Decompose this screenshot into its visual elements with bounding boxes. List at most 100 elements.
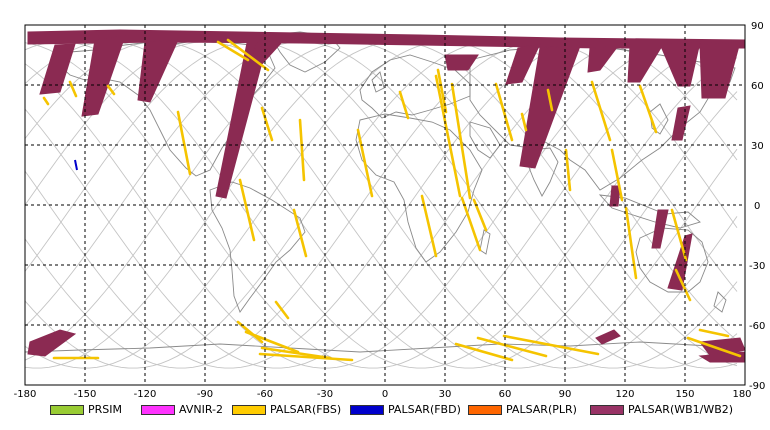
legend-label: PALSAR(FBS) (270, 403, 342, 416)
palsar-fbs-strip (106, 84, 116, 96)
palsar-fbs-strip (450, 82, 472, 200)
x-tick-label: 180 (732, 389, 751, 400)
palsar-wb-swath (609, 185, 621, 207)
x-tick-label: 30 (439, 389, 452, 400)
palsar-fbs-strip (638, 84, 658, 134)
orbit-track (24, 41, 738, 369)
palsar-fbs-strip (176, 110, 192, 176)
legend-swatch (468, 405, 502, 415)
palsar-fbs-strip (546, 88, 554, 112)
palsar-wb-swath (651, 209, 669, 249)
palsar-fbs-strip (258, 352, 354, 362)
y-tick-label: 0 (754, 201, 760, 212)
palsar-wb-swath (444, 54, 479, 71)
legend-item-palsar-plr: PALSAR(PLR) (468, 403, 577, 417)
y-tick-label: 60 (751, 81, 764, 92)
palsar-fbs-strip (238, 178, 256, 242)
legend-label: PRSIM (88, 403, 122, 416)
palsar-fbs-strip (494, 82, 514, 142)
new-zealand-coast (713, 291, 727, 313)
legend-item-palsar-wb: PALSAR(WB1/WB2) (590, 403, 733, 417)
palsar-fbs-strip (590, 80, 612, 142)
palsar-fbs-strip (292, 208, 308, 258)
palsar-fbs-strip (686, 336, 742, 358)
palsar-wb-swath (27, 329, 77, 357)
x-tick-label: 120 (615, 389, 634, 400)
asia-coast (469, 45, 736, 191)
palsar-fbs-strip (502, 334, 600, 356)
palsar-fbs-strip (244, 330, 300, 354)
southeast-asia-islands (598, 194, 701, 229)
orbit-track (24, 41, 738, 369)
orbit-track (24, 41, 738, 369)
x-tick-label: -90 (197, 389, 213, 400)
legend-label: PALSAR(PLR) (506, 403, 577, 416)
palsar-fbs-strip (476, 336, 548, 358)
palsar-fbs-strip (420, 194, 438, 258)
palsar-fbs-strip (698, 328, 730, 338)
legend-label: PALSAR(FBD) (388, 403, 461, 416)
palsar-fbs-strip (216, 40, 250, 62)
y-tick-label: -60 (749, 321, 765, 332)
palsar-wb-swath (659, 41, 701, 87)
x-tick-label: -120 (134, 389, 157, 400)
palsar-wb-swath (627, 45, 663, 83)
orbit-track (24, 41, 738, 369)
palsar-fbs-strip (434, 74, 462, 198)
palsar-wb-swath (81, 35, 126, 117)
palsar-fbs-strip (68, 80, 78, 98)
palsar-wb-swath (519, 45, 581, 169)
japan-coast (649, 103, 669, 135)
x-tick-label: -150 (74, 389, 97, 400)
palsar-fbs-strip (460, 196, 482, 252)
palsar-wb-swath (137, 39, 179, 103)
uk-coast (371, 71, 385, 93)
legend-swatch (50, 405, 84, 415)
europe-coast (359, 54, 471, 119)
palsar-wb-swath (595, 329, 621, 345)
palsar-fbs-strip (298, 118, 306, 182)
x-tick-label: 150 (675, 389, 694, 400)
legend-label: PALSAR(WB1/WB2) (628, 403, 734, 416)
x-tick-label: -30 (317, 389, 333, 400)
palsar-wb-swath (587, 45, 620, 73)
palsar-fbs-strip (674, 268, 692, 302)
y-tick-label: 90 (751, 21, 764, 32)
palsar-fbs-strip (624, 206, 638, 280)
y-tick-label: -90 (749, 381, 765, 392)
legend-item-palsar-fbs: PALSAR(FBS) (232, 403, 341, 417)
x-tick-label: 0 (382, 389, 388, 400)
legend-label: AVNIR-2 (179, 403, 223, 416)
legend-swatch (232, 405, 266, 415)
palsar-fbs-strip (454, 342, 514, 362)
y-tick-label: -30 (749, 261, 765, 272)
palsar-wb-swath (215, 37, 269, 199)
legend-item-avnir2: AVNIR-2 (141, 403, 223, 417)
palsar-wb-swath (667, 233, 693, 291)
coverage-map: -180 -150 -120 -90 -60 -30 0 30 60 90 12… (14, 21, 766, 400)
palsar-fbs-strip (260, 346, 332, 360)
africa-coast (355, 113, 483, 263)
palsar-fbs-strip (226, 38, 270, 72)
palsar-fbs-strip (610, 148, 624, 202)
palsar-wb-swath (505, 43, 541, 85)
legend-swatch (590, 405, 624, 415)
palsar-wb-swath (699, 41, 741, 99)
map-frame (24, 24, 746, 386)
palsar-fbs-strip (398, 90, 410, 120)
x-tick-label: 90 (559, 389, 572, 400)
madagascar-coast (479, 229, 491, 255)
palsar-wb-swaths (27, 29, 746, 363)
y-tick-labels: 90 60 30 0 -30 -60 -90 (749, 21, 765, 392)
legend-swatch (350, 405, 384, 415)
graticule (25, 25, 745, 385)
x-tick-label: 60 (499, 389, 512, 400)
palsar-fbs-strip (42, 96, 50, 106)
x-tick-label: -180 (14, 389, 37, 400)
palsar-fbs-strip (260, 106, 274, 142)
legend: PRSIM AVNIR-2 PALSAR(FBS) PALSAR(FBD) PA… (0, 401, 770, 421)
legend-swatch (141, 405, 175, 415)
legend-item-prism: PRSIM (50, 403, 122, 417)
palsar-fbs-strip (520, 112, 528, 132)
y-tick-label: 30 (751, 141, 764, 152)
